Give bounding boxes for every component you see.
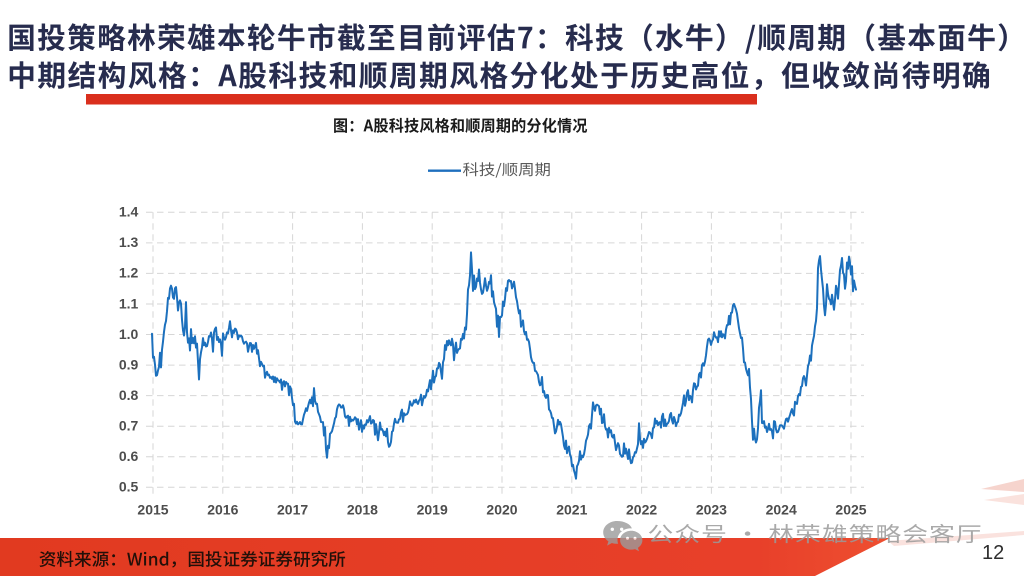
svg-text:1.2: 1.2 xyxy=(119,265,139,281)
svg-text:2019: 2019 xyxy=(417,501,448,517)
svg-text:0.9: 0.9 xyxy=(119,356,139,372)
svg-text:2024: 2024 xyxy=(766,501,797,517)
svg-text:0.6: 0.6 xyxy=(119,448,139,464)
svg-text:1.3: 1.3 xyxy=(119,234,139,250)
svg-text:2018: 2018 xyxy=(347,501,378,517)
svg-text:2022: 2022 xyxy=(626,501,657,517)
svg-text:2025: 2025 xyxy=(835,501,866,517)
svg-text:0.7: 0.7 xyxy=(119,418,139,434)
svg-text:1.1: 1.1 xyxy=(119,295,139,311)
svg-text:2015: 2015 xyxy=(137,501,168,517)
svg-text:2021: 2021 xyxy=(556,501,587,517)
svg-text:2017: 2017 xyxy=(277,501,308,517)
svg-text:2020: 2020 xyxy=(486,501,517,517)
svg-text:0.8: 0.8 xyxy=(119,387,139,403)
svg-text:1.0: 1.0 xyxy=(119,326,139,342)
svg-text:0.5: 0.5 xyxy=(119,479,139,495)
svg-text:2016: 2016 xyxy=(207,501,238,517)
svg-text:2023: 2023 xyxy=(696,501,727,517)
svg-text:1.4: 1.4 xyxy=(119,204,139,220)
